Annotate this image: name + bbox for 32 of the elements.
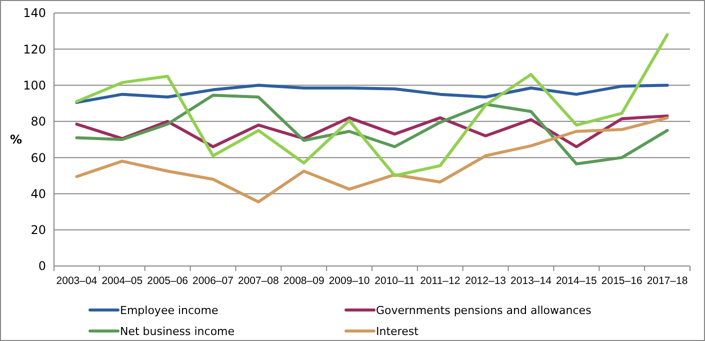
y-tick-label: 0 xyxy=(38,259,46,274)
x-tick-label: 2012–13 xyxy=(465,275,506,287)
x-tick-label: 2009–10 xyxy=(328,275,370,287)
y-tick-label: 120 xyxy=(23,42,46,56)
legend-label: Interest xyxy=(376,324,420,338)
y-tick-label: 60 xyxy=(30,150,46,165)
legend-label: Employee income xyxy=(120,304,218,317)
x-tick-label: 2005–06 xyxy=(147,275,188,287)
line-series xyxy=(75,84,669,104)
x-tick-label: 2004–05 xyxy=(102,275,143,287)
x-tick-label: 2008–09 xyxy=(283,275,324,287)
y-axis-title: % xyxy=(10,132,22,147)
y-tick-label: 140 xyxy=(23,6,46,20)
x-tick-label: 2017–18 xyxy=(646,275,688,287)
y-tick-label: 40 xyxy=(30,186,46,201)
x-tick-label: 2010–11 xyxy=(374,275,415,287)
y-tick-label: 100 xyxy=(23,78,46,92)
x-tick-label: 2014–15 xyxy=(556,275,598,287)
x-tick-label: 2007–08 xyxy=(238,275,280,287)
x-tick-label: 2006–07 xyxy=(192,275,234,287)
legend-label: Governments pensions and allowances xyxy=(376,304,592,317)
legend-label: Net business income xyxy=(120,324,235,338)
y-tick-label: 20 xyxy=(30,223,46,238)
line-series xyxy=(75,33,669,178)
x-tick-label: 2015–16 xyxy=(601,275,642,287)
x-tick-label: 2003–04 xyxy=(56,275,98,287)
line-series xyxy=(75,114,669,148)
x-tick-label: 2011–12 xyxy=(420,275,460,287)
y-tick-label: 80 xyxy=(30,114,46,129)
line-series xyxy=(75,94,669,166)
x-tick-label: 2013–14 xyxy=(510,275,552,287)
line-series xyxy=(75,116,669,204)
